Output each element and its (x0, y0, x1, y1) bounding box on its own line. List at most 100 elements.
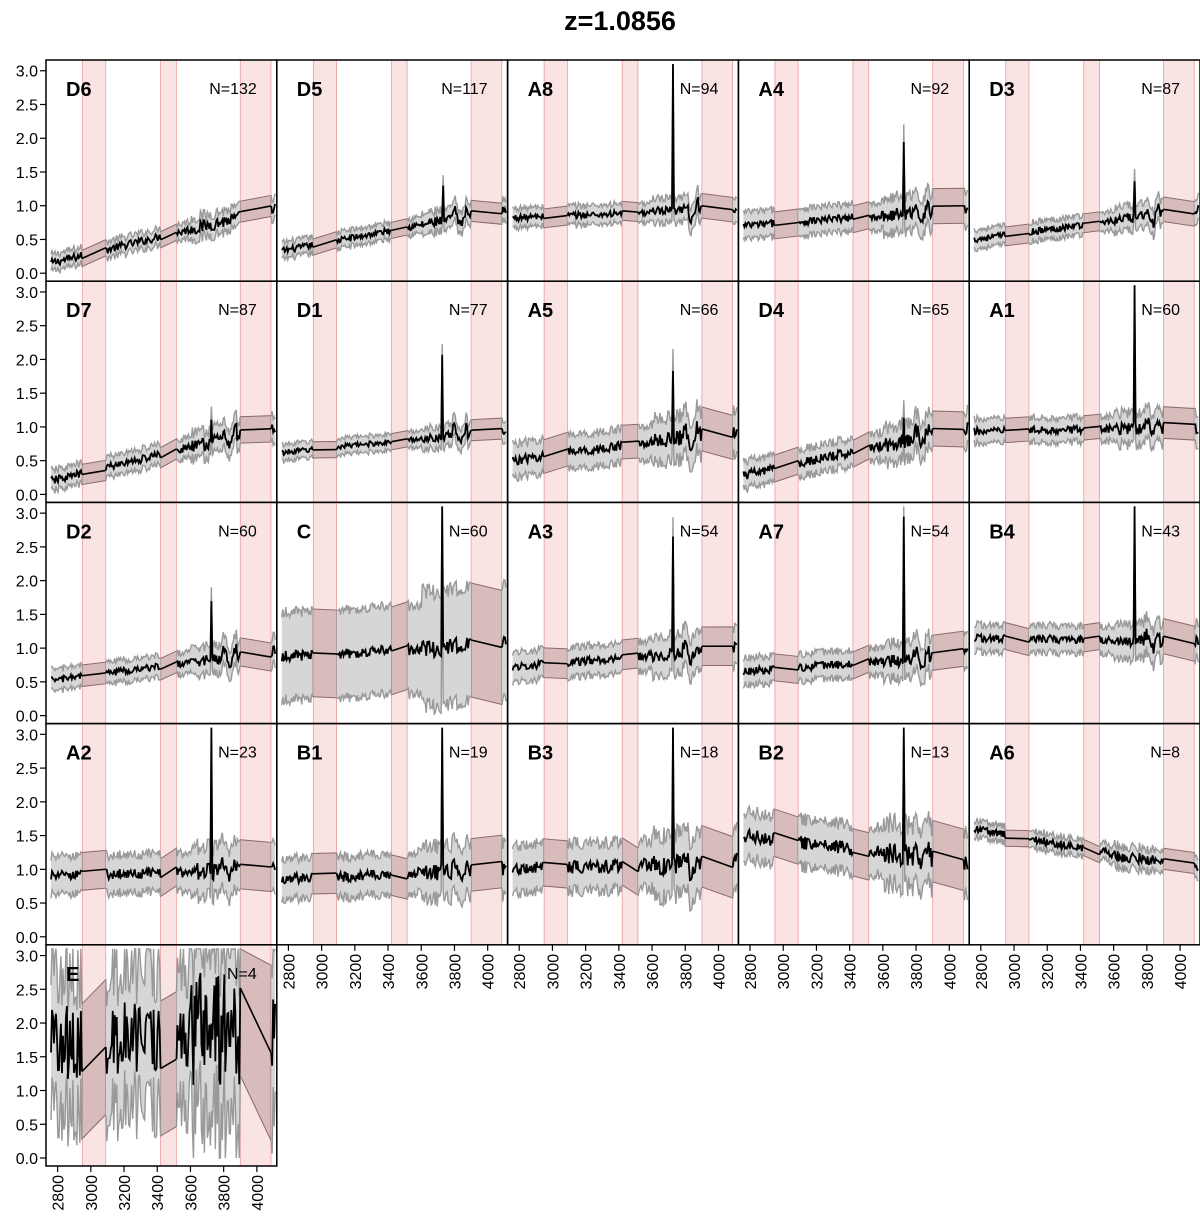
envelope-upper-line (336, 600, 393, 615)
envelope-lower-line (270, 659, 276, 672)
panel-a7: A7 N=54 (737, 501, 970, 725)
median-line (501, 205, 507, 214)
gap-median-line (1163, 635, 1195, 645)
highlight-band (621, 281, 639, 503)
envelope-lower-line (732, 660, 738, 672)
x-tick-label: 3800 (678, 954, 695, 990)
envelope-upper-line (335, 431, 392, 443)
y-tick-label: 1.5 (16, 165, 38, 182)
median-line (281, 241, 314, 256)
gap-median-line (774, 666, 799, 671)
y-tick-label: 1.0 (16, 1084, 38, 1101)
highlight-band (82, 281, 107, 503)
median-line (797, 836, 854, 858)
gap-median-line (239, 987, 272, 1054)
highlight-band (852, 60, 870, 282)
envelope-upper-line (1099, 506, 1165, 637)
envelope-lower-line (797, 226, 854, 241)
panel-label: A3 (528, 521, 554, 543)
highlight-band (543, 723, 568, 945)
median-line (1193, 633, 1200, 649)
median-line (336, 644, 393, 660)
highlight-band (470, 60, 503, 282)
panel-label: A4 (758, 79, 784, 101)
panel-b4: B4 N=43 (968, 501, 1200, 725)
envelope-upper-line (797, 434, 854, 455)
x-tick-label: 3200 (348, 954, 365, 990)
envelope-area (50, 851, 82, 899)
gap-median-line (852, 444, 870, 455)
y-tick-label: 1.0 (16, 199, 38, 216)
envelope-upper-line (176, 406, 241, 444)
median-line (175, 210, 241, 238)
median-line (1194, 423, 1199, 435)
median-line (797, 659, 854, 674)
envelope-lower-line (512, 221, 545, 233)
envelope-upper-line (962, 825, 969, 840)
x-tick-label: 3400 (150, 1175, 167, 1211)
envelope-lower-line (105, 1069, 162, 1142)
y-tick-label: 2.5 (16, 761, 38, 778)
median-line (973, 424, 1006, 437)
median-line (281, 445, 314, 457)
envelope-lower-line (1194, 439, 1199, 450)
envelope-lower-line (566, 217, 623, 230)
panel-label: A2 (66, 743, 92, 765)
x-tick-label: 3800 (1140, 954, 1157, 990)
y-tick-label: 0.5 (16, 896, 38, 913)
y-tick-label: 0.0 (16, 930, 38, 947)
median-line (406, 727, 472, 884)
x-tick-label: 3600 (645, 954, 662, 990)
envelope-lower-line (175, 1060, 241, 1159)
panel-count: N=94 (680, 81, 719, 98)
median-line (742, 663, 775, 677)
envelope-lower-line (973, 437, 1006, 448)
envelope-upper-line (1193, 192, 1200, 203)
median-line (104, 662, 161, 677)
panel-a1: A1 N=60 (968, 280, 1200, 504)
median-line (1028, 836, 1085, 852)
envelope-lower-line (335, 888, 392, 904)
envelope-upper-line (742, 650, 775, 663)
envelope-area (271, 838, 276, 895)
envelope-lower-line (797, 859, 854, 881)
panel-label: E (66, 964, 79, 986)
envelope-lower-line (175, 221, 241, 245)
gap-median-line (1083, 425, 1100, 429)
envelope-area (868, 506, 933, 686)
panel-a4: A4 N=92 (737, 59, 970, 282)
gap-median-line (470, 860, 503, 866)
median-line (973, 824, 1006, 839)
median-line (105, 865, 162, 883)
highlight-band (1005, 281, 1030, 503)
median-line (797, 212, 854, 228)
envelope-area (638, 64, 702, 236)
panel-count: N=60 (449, 523, 488, 540)
panel-count: N=117 (441, 81, 488, 98)
median-line (637, 370, 703, 452)
y-tick-label: 2.0 (16, 131, 38, 148)
y-tick-label: 1.0 (16, 420, 38, 437)
panel-d5: D5 N=117 (276, 59, 509, 282)
median-line (868, 142, 934, 225)
gap-median-line (81, 247, 107, 260)
envelope-upper-line (501, 195, 507, 204)
envelope-upper-line (175, 727, 241, 859)
panel-label: D3 (989, 79, 1015, 101)
panel-b1: B1 N=19 2800 3000 3200 3400 3600 3800 4000 (276, 722, 509, 990)
highlight-band (239, 281, 272, 503)
y-tick-label: 1.5 (16, 829, 38, 846)
y-tick-label: 3.0 (16, 949, 38, 966)
panel-b2: B2 N=13 2800 3000 3200 3400 3600 3800 4000 (737, 722, 970, 989)
envelope-lower-line (270, 1087, 276, 1154)
median-line (105, 232, 162, 255)
envelope-upper-line (335, 847, 392, 863)
panel-d1: D1 N=77 (276, 280, 509, 504)
envelope-upper-line (962, 404, 969, 418)
envelope-lower-line (50, 478, 83, 495)
envelope-upper-line (270, 193, 276, 204)
median-line (566, 857, 624, 875)
median-line (175, 419, 242, 454)
highlight-band (390, 281, 408, 503)
panel-count: N=19 (449, 745, 488, 762)
